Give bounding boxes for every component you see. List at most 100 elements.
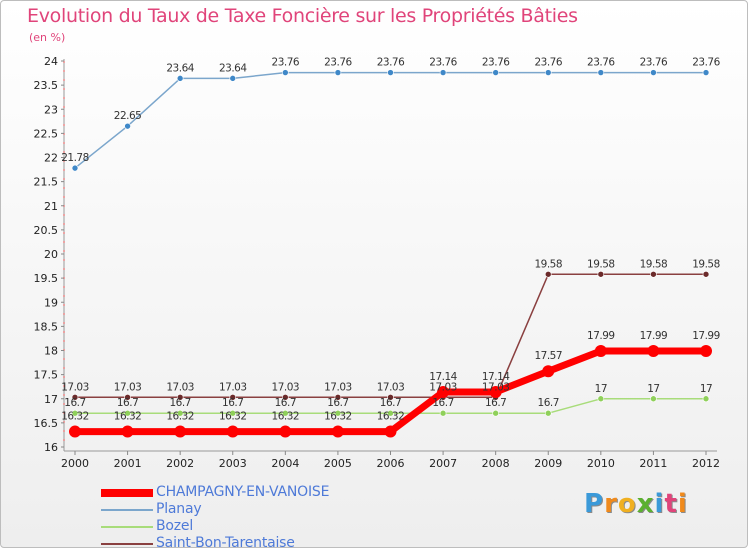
data-point (334, 69, 342, 76)
data-label: 19.58 (692, 258, 720, 270)
data-point (647, 344, 660, 357)
y-tick-label: 16 (44, 441, 58, 454)
y-tick-label: 22 (44, 152, 58, 165)
x-tick-label: 2009 (534, 457, 562, 470)
data-point (387, 409, 394, 417)
data-label: 17.03 (482, 381, 510, 393)
data-point (650, 395, 657, 403)
x-tick-label: 2008 (482, 457, 510, 470)
data-point (282, 69, 289, 76)
x-tick-label: 2006 (377, 457, 405, 470)
data-point (544, 409, 552, 417)
data-point (176, 409, 184, 417)
data-label: 23.64 (166, 62, 194, 74)
legend-swatch (101, 509, 153, 511)
data-label: 23.76 (587, 57, 615, 69)
data-label: 19.58 (534, 258, 562, 270)
legend-label: CHAMPAGNY-EN-VANOISE (156, 484, 330, 500)
y-tick-label: 20 (44, 248, 58, 261)
data-label: 19.58 (640, 258, 668, 270)
data-label: 17.03 (272, 381, 300, 393)
data-label: 17.99 (587, 330, 615, 342)
data-label: 16.32 (61, 411, 89, 423)
data-point (489, 385, 502, 398)
y-tick-label: 18 (44, 345, 58, 358)
data-point (597, 395, 605, 403)
logo-letter: P (584, 489, 605, 519)
data-point (176, 394, 184, 401)
data-label: 16.7 (64, 397, 85, 409)
data-point (71, 164, 79, 172)
data-point (71, 394, 79, 401)
data-point (702, 69, 710, 76)
logo-letter: r (604, 489, 618, 519)
x-tick-label: 2007 (429, 457, 457, 470)
y-tick-label: 19 (44, 296, 58, 309)
data-point (279, 425, 292, 438)
data-point (650, 69, 657, 76)
x-tick-label: 2010 (587, 457, 615, 470)
legend-swatch (101, 526, 153, 528)
data-point (334, 394, 342, 401)
data-label: 16.7 (380, 397, 401, 409)
x-tick-label: 2001 (114, 457, 142, 470)
y-tick-label: 20.5 (34, 224, 59, 237)
y-tick-label: 23 (44, 103, 58, 116)
series-line-1 (74, 71, 706, 169)
y-tick-label: 17 (44, 393, 58, 406)
data-point (331, 425, 344, 438)
data-label: 17.03 (324, 381, 352, 393)
x-tick-label: 2002 (166, 457, 194, 470)
data-label: 16.7 (485, 397, 506, 409)
logo-letter: i (677, 489, 688, 519)
data-point (439, 69, 447, 76)
x-tick-label: 2000 (61, 457, 89, 470)
data-point (594, 344, 607, 357)
data-label: 17.03 (166, 381, 194, 393)
data-label: 17 (647, 383, 659, 395)
logo-letter: x (636, 489, 655, 519)
data-point (229, 394, 237, 401)
data-label: 17.57 (534, 350, 562, 362)
data-label: 23.76 (324, 57, 352, 69)
y-tick-label: 16.5 (34, 417, 59, 430)
data-label: 17.03 (114, 381, 142, 393)
x-tick-label: 2005 (324, 457, 352, 470)
data-label: 17 (595, 383, 607, 395)
data-point (384, 425, 397, 438)
x-tick-label: 2011 (639, 457, 667, 470)
y-tick-label: 24 (44, 55, 58, 68)
y-tick-label: 17.5 (34, 369, 59, 382)
data-point (542, 365, 555, 378)
data-point (544, 69, 552, 76)
data-point (492, 409, 499, 417)
x-tick-label: 2012 (692, 457, 720, 470)
data-label: 17 (700, 383, 712, 395)
data-point (650, 270, 657, 278)
data-label: 19.58 (587, 258, 615, 270)
data-label: 16.7 (169, 397, 190, 409)
data-label: 23.76 (429, 57, 457, 69)
data-label: 22.65 (114, 110, 142, 122)
y-tick-label: 18.5 (34, 320, 59, 333)
data-point (597, 270, 605, 278)
data-point (226, 425, 239, 438)
data-point (387, 394, 394, 401)
data-label: 23.76 (534, 57, 562, 69)
data-point (71, 409, 79, 417)
data-point (124, 409, 131, 417)
data-label: 17.03 (61, 381, 89, 393)
chart-unit: (en %) (29, 31, 66, 44)
data-label: 23.76 (272, 57, 300, 69)
data-point (124, 122, 131, 130)
data-label: 23.76 (482, 57, 510, 69)
data-label: 16.32 (114, 411, 142, 423)
data-label: 17.14 (429, 371, 457, 383)
data-label: 16.32 (219, 411, 247, 423)
data-point (387, 69, 394, 76)
logo-letter: o (617, 489, 637, 519)
data-label: 23.76 (377, 57, 405, 69)
data-label: 17.03 (219, 381, 247, 393)
brand-logo: Proxiti (584, 489, 688, 519)
